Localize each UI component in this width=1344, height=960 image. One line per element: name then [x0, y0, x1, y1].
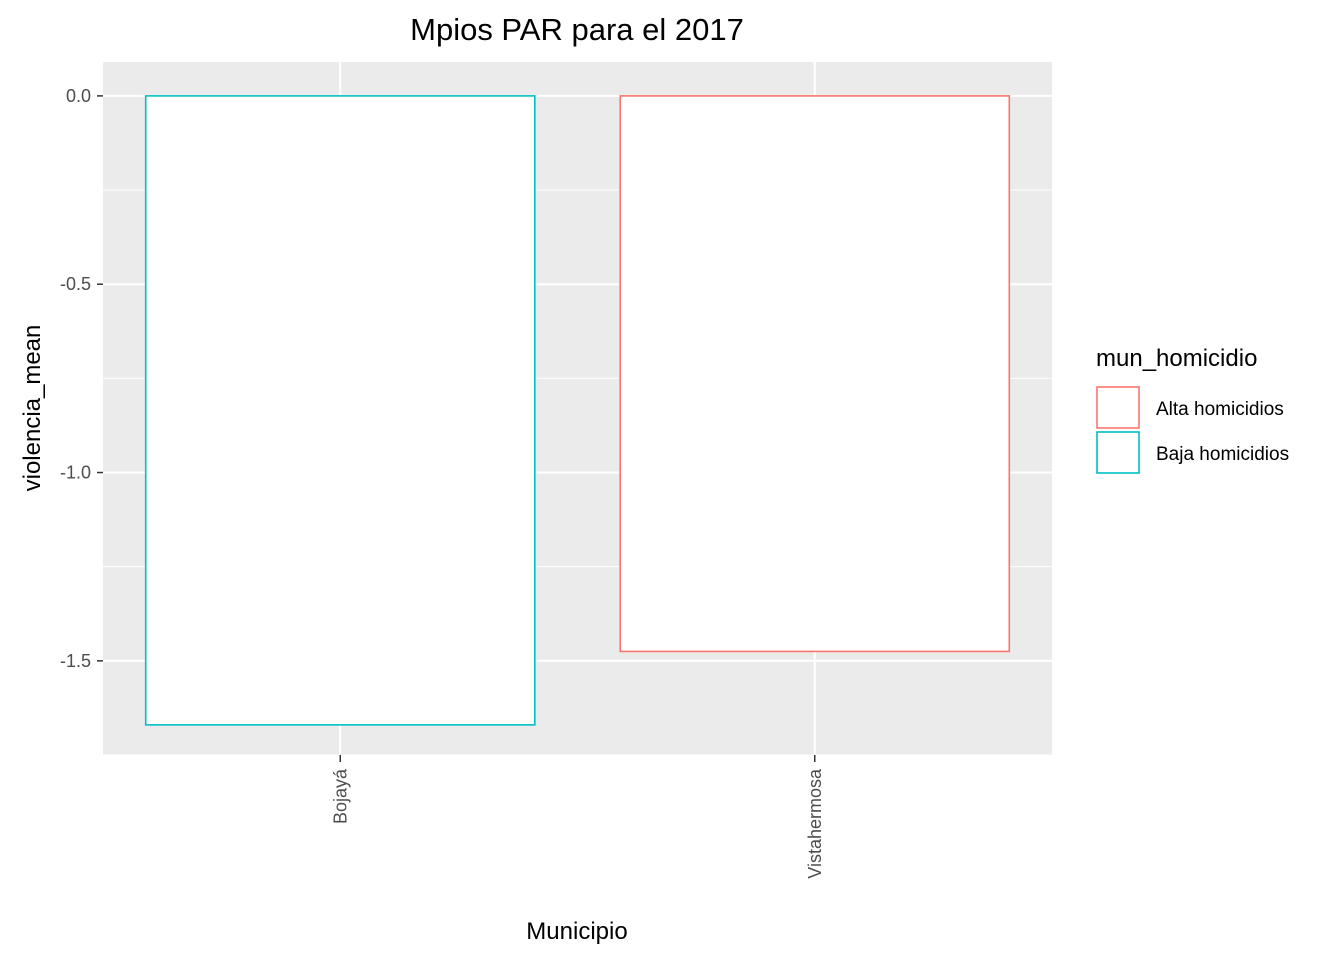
legend-title: mun_homicidio: [1096, 345, 1257, 372]
chart-title: Mpios PAR para el 2017: [410, 12, 744, 47]
y-tick-label: -1.5: [60, 651, 91, 671]
x-axis: Bojayá Vistahermosa: [330, 755, 825, 879]
bar: [144, 95, 536, 726]
y-tick-label: -0.5: [60, 274, 91, 294]
legend-key: [1096, 386, 1140, 429]
y-axis: 0.0 -0.5 -1.0 -1.5: [60, 86, 103, 671]
y-axis-title: violencia_mean: [19, 325, 46, 492]
legend-key: [1096, 431, 1140, 474]
bar: [619, 95, 1011, 653]
legend-label: Alta homicidios: [1156, 399, 1284, 420]
legend-label: Baja homicidios: [1156, 444, 1289, 465]
legend: mun_homicidio Alta homicidios Baja homici…: [1096, 345, 1289, 474]
x-axis-title: Municipio: [526, 918, 627, 945]
x-tick-label: Bojayá: [330, 768, 350, 824]
x-tick-label: Vistahermosa: [805, 768, 825, 879]
bars: [144, 95, 1011, 726]
y-tick-label: -1.0: [60, 463, 91, 483]
y-tick-label: 0.0: [66, 86, 91, 106]
